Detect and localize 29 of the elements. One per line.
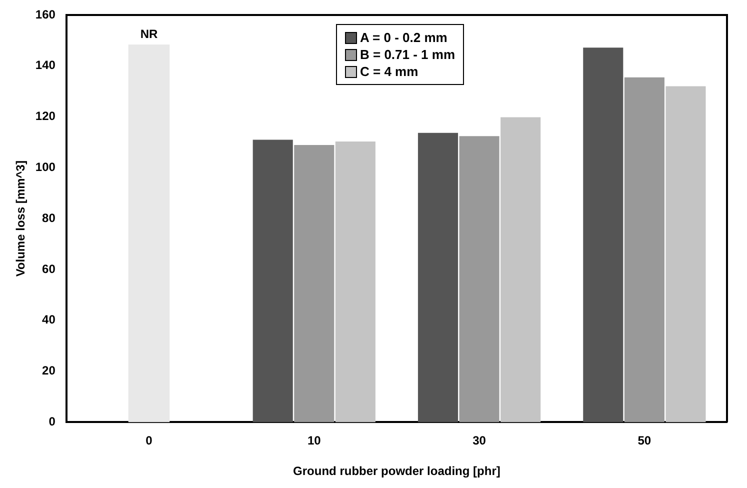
y-tick-label: 160: [35, 7, 56, 22]
x-tick-label: 50: [638, 434, 652, 448]
y-tick-label: 100: [35, 160, 56, 174]
y-tick-label: 80: [42, 210, 56, 225]
x-tick-label: 0: [146, 434, 153, 448]
legend-label: C = 4 mm: [360, 64, 418, 79]
legend-label: B = 0.71 - 1 mm: [360, 47, 456, 62]
bar: [583, 48, 624, 422]
x-tick-label: 30: [472, 434, 486, 448]
x-axis-title: Ground rubber powder loading [phr]: [293, 464, 500, 478]
y-tick-label: 60: [42, 262, 56, 276]
bar: [335, 141, 376, 422]
y-axis-title: Volume loss [mm^3]: [14, 160, 28, 277]
y-tick-label: 140: [35, 58, 56, 72]
bar: [252, 140, 293, 422]
bar: [294, 145, 334, 422]
y-tick-label: 20: [42, 364, 56, 378]
bar: [418, 132, 458, 422]
bar: [624, 77, 664, 422]
bar: [128, 44, 170, 422]
y-tick-label: 120: [35, 109, 56, 124]
bar: [459, 136, 500, 422]
bar: [500, 117, 541, 422]
legend-label: A = 0 - 0.2 mm: [360, 30, 448, 45]
bar: [666, 86, 706, 422]
series-label: NR: [140, 26, 158, 41]
x-tick-label: 10: [307, 434, 322, 448]
y-tick-label: 40: [42, 312, 56, 327]
y-tick-label: 0: [48, 414, 56, 429]
